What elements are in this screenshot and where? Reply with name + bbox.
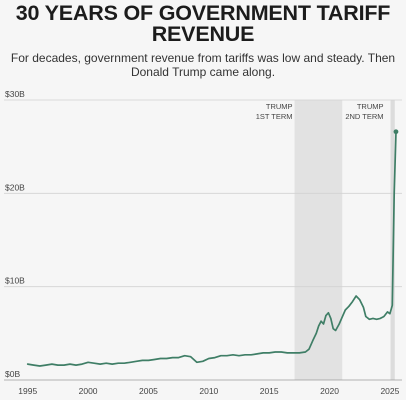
chart-subtitle: For decades, government revenue from tar… (6, 51, 400, 79)
chart-subtitle-line2: Donald Trump came along. (130, 65, 276, 79)
y-tick-label: $10B (5, 276, 25, 286)
chart-title-line2: REVENUE (151, 22, 255, 46)
term-label-2-line2: 2ND TERM (345, 112, 383, 121)
x-tick-label: 2000 (79, 386, 98, 396)
y-tick-label: $20B (5, 182, 25, 192)
y-tick-label: $0B (5, 369, 20, 379)
x-tick-label: 1995 (18, 386, 37, 396)
x-tick-label: 2025 (380, 386, 399, 396)
series-line-1 (26, 130, 397, 367)
chart-subtitle-line1: For decades, government revenue from tar… (10, 51, 396, 65)
x-tick-label: 2015 (260, 386, 279, 396)
x-tick-label: 2020 (320, 386, 339, 396)
y-tick-label: $30B (5, 89, 25, 99)
series-end-point (393, 129, 399, 135)
x-tick-label: 2005 (139, 386, 158, 396)
x-tick-label: 2010 (199, 386, 218, 396)
chart-title-line1: 30 YEARS OF GOVERNMENT TARIFF (15, 1, 391, 25)
term-label-1-line2: 1ST TERM (256, 112, 293, 121)
term-label-2-line1: TRUMP (357, 102, 384, 111)
term-label-1-line1: TRUMP (266, 102, 293, 111)
chart-title: 30 YEARS OF GOVERNMENT TARIFF REVENUE (0, 1, 406, 46)
term-band-1 (294, 100, 343, 380)
